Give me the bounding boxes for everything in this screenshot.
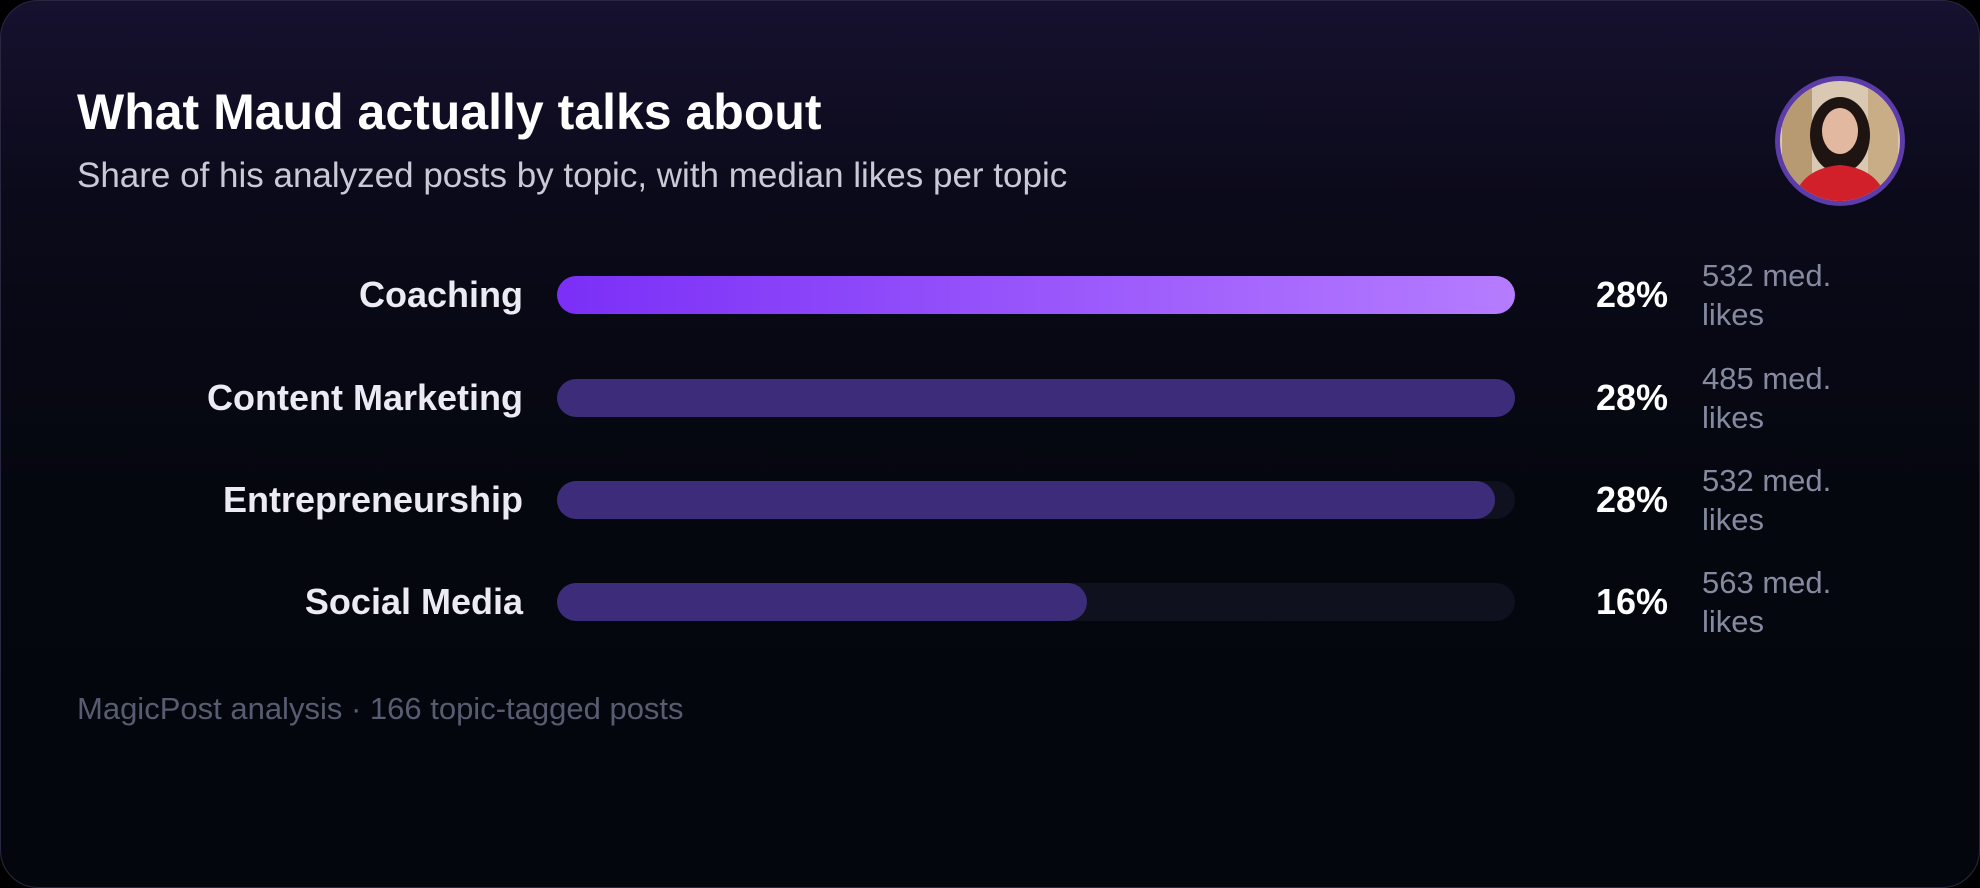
value-label: 28% xyxy=(1595,274,1668,315)
median-likes-label: 532 med. likes xyxy=(1702,463,1832,537)
median-likes-label: 485 med. likes xyxy=(1702,361,1832,435)
bar xyxy=(557,276,1515,314)
value-label: 16% xyxy=(1595,581,1668,622)
value-label: 28% xyxy=(1595,479,1668,520)
median-likes-label: 532 med. likes xyxy=(1702,258,1832,332)
category-label: Content Marketing xyxy=(206,377,523,418)
category-label: Social Media xyxy=(304,581,523,622)
median-likes-label: 563 med. likes xyxy=(1702,565,1832,639)
bar xyxy=(557,379,1515,417)
avatar xyxy=(1775,76,1905,206)
value-label: 28% xyxy=(1595,377,1668,418)
chart-title: What Maud actually talks about xyxy=(77,84,822,140)
bar xyxy=(557,481,1495,519)
category-label: Entrepreneurship xyxy=(222,479,523,520)
chart-subtitle: Share of his analyzed posts by topic, wi… xyxy=(77,156,1068,195)
category-label: Coaching xyxy=(358,274,523,315)
source-note: MagicPost analysis · 166 topic-tagged po… xyxy=(77,691,684,726)
avatar-photo xyxy=(1780,81,1900,201)
bar xyxy=(557,583,1087,621)
